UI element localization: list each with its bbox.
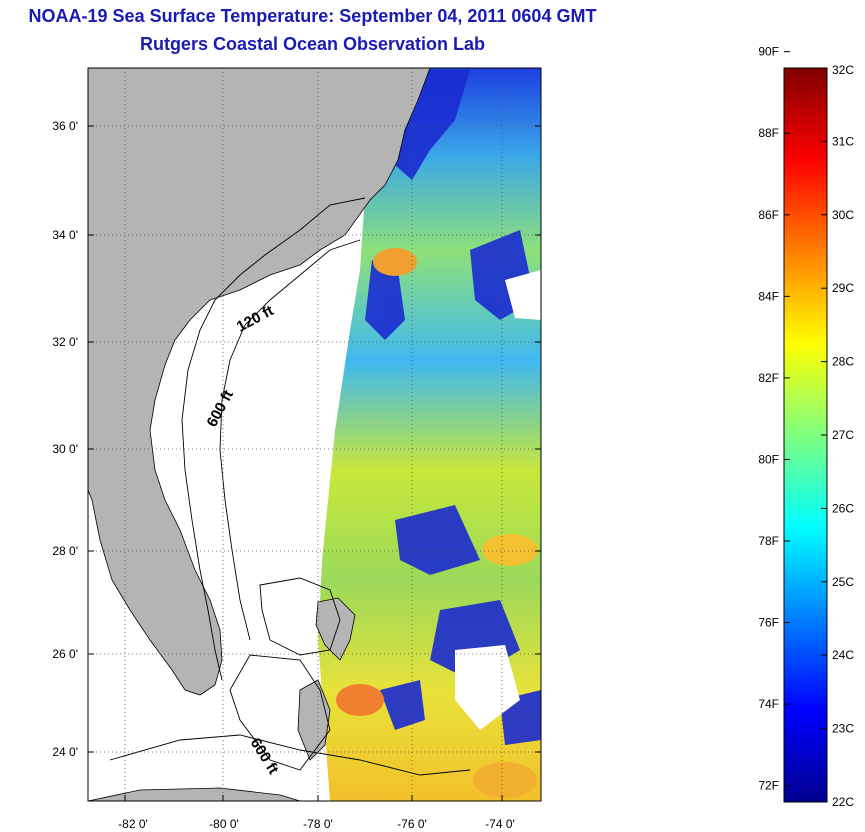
- contour-600ft: [219, 239, 361, 641]
- lat-tick-label: 26 0': [52, 647, 78, 661]
- lon-tick-label: -82 0': [118, 817, 148, 831]
- colorbar-f-label: 74F: [758, 697, 779, 711]
- colorbar-celsius-scale: 32C 31C 30C 29C 28C 27C 26C 25C 24C 23C 22C: [821, 63, 854, 809]
- lat-tick-label: 32 0': [52, 335, 78, 349]
- land-bahamas: [315, 597, 356, 661]
- colorbar-c-label: 26C: [832, 501, 854, 515]
- land-cuba: [88, 787, 301, 801]
- colorbar-c-label: 22C: [832, 795, 854, 809]
- colorbar-c-label: 25C: [832, 575, 854, 589]
- colorbar-c-label: 31C: [832, 134, 854, 148]
- lon-tick-label: -80 0': [209, 817, 239, 831]
- colorbar-f-label: 78F: [758, 534, 779, 548]
- lat-tick-label: 28 0': [52, 544, 78, 558]
- map-panel: 120 ft 600 ft 600 ft: [88, 68, 541, 801]
- warm-water-patches: [336, 248, 538, 798]
- lon-tick-label: -74 0': [485, 817, 515, 831]
- contour-cuba-shelf: [109, 734, 471, 776]
- colorbar-f-label: 84F: [758, 289, 779, 303]
- land-us-coast: [88, 68, 431, 696]
- colorbar-c-label: 28C: [832, 355, 854, 369]
- colorbar-gradient: [783, 67, 828, 803]
- lat-tick-label: 30 0': [52, 442, 78, 456]
- lat-axis: 36 0' 34 0' 32 0' 30 0' 28 0' 26 0' 24 0…: [52, 119, 541, 759]
- lat-tick-label: 34 0': [52, 228, 78, 242]
- colorbar-f-label: 88F: [758, 126, 779, 140]
- colorbar-f-label: 72F: [758, 779, 779, 793]
- colorbar-c-label: 27C: [832, 428, 854, 442]
- colorbar: 90F 88F 86F 84F 82F 80F 78F 76F 74F 72F 32C 31C 30C…: [758, 45, 854, 809]
- map-title: NOAA-19 Sea Surface Temperature: Septemb…: [28, 6, 597, 26]
- colorbar-f-label: 86F: [758, 208, 779, 222]
- contour-bahamas-bank: [229, 577, 341, 771]
- lon-tick-label: -78 0': [303, 817, 333, 831]
- lat-tick-label: 36 0': [52, 119, 78, 133]
- map-frame: [87, 67, 542, 802]
- colorbar-f-label: 90F: [758, 45, 779, 59]
- lat-tick-label: 24 0': [52, 745, 78, 759]
- continental-shelf: [88, 195, 365, 660]
- no-data-masks: [455, 270, 541, 730]
- colorbar-c-label: 24C: [832, 648, 854, 662]
- map-subtitle: Rutgers Coastal Ocean Observation Lab: [139, 34, 486, 54]
- lon-tick-label: -76 0': [397, 817, 427, 831]
- lon-axis: -82 0' -80 0' -78 0' -76 0' -74 0': [118, 795, 515, 831]
- contour-120ft: [181, 197, 366, 681]
- colorbar-c-label: 32C: [832, 63, 854, 77]
- colorbar-fahrenheit-scale: 90F 88F 86F 84F 82F 80F 78F 76F 74F 72F: [758, 45, 790, 793]
- colorbar-c-label: 30C: [832, 208, 854, 222]
- colorbar-c-label: 29C: [832, 281, 854, 295]
- colorbar-f-label: 80F: [758, 452, 779, 466]
- colorbar-f-label: 76F: [758, 616, 779, 630]
- colorbar-f-label: 82F: [758, 371, 779, 385]
- colorbar-c-label: 23C: [832, 722, 854, 736]
